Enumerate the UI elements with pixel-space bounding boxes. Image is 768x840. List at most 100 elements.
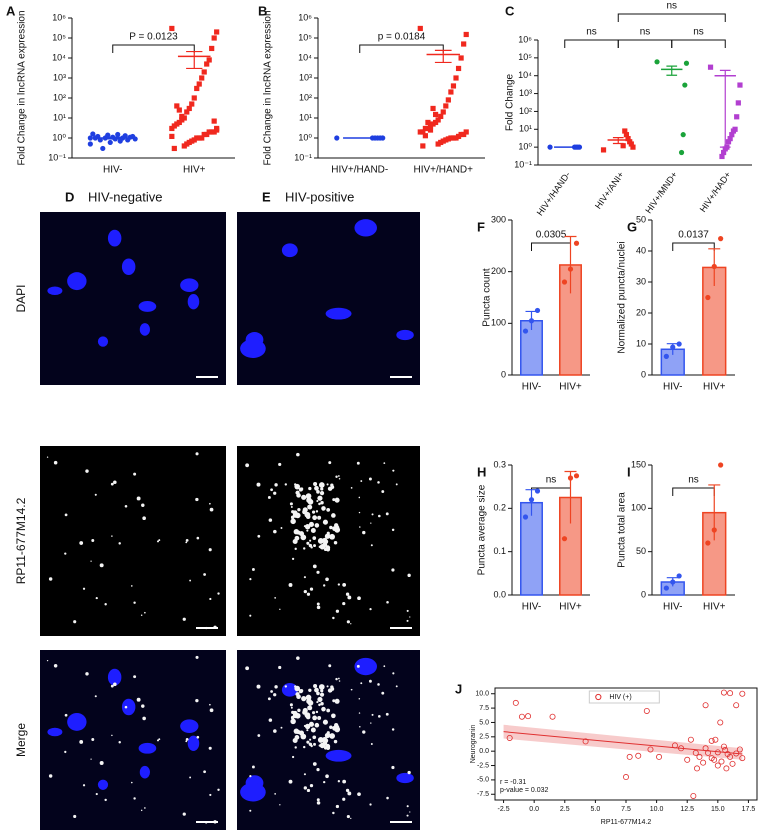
puncta <box>48 774 53 778</box>
puncta <box>335 677 338 681</box>
puncta <box>290 518 296 525</box>
puncta <box>292 538 298 545</box>
puncta <box>395 483 398 486</box>
puncta <box>294 483 297 486</box>
puncta <box>332 526 338 532</box>
y-tick-label: 50 <box>636 546 646 556</box>
y-axis-label: Normalized puncta/nuclei <box>617 241 628 353</box>
data-point <box>727 690 734 697</box>
puncta <box>304 524 311 530</box>
data-point <box>671 742 678 749</box>
data-point <box>643 707 650 714</box>
data-point <box>189 101 195 107</box>
data-point <box>727 136 733 142</box>
puncta <box>319 692 325 697</box>
x-tick-label: 7.5 <box>621 806 631 813</box>
puncta <box>332 811 335 815</box>
data-point <box>422 133 428 139</box>
data-point <box>549 713 556 720</box>
puncta <box>312 762 317 766</box>
puncta <box>189 776 192 779</box>
data-point <box>717 719 724 726</box>
y-tick-label: 10³ <box>519 88 532 98</box>
x-tick-label: HIV- <box>103 165 122 176</box>
puncta <box>313 742 316 746</box>
puncta <box>326 685 329 688</box>
error-bar <box>434 49 452 64</box>
data-point <box>729 760 736 767</box>
data-point <box>209 45 215 52</box>
y-tick-label: -7.5 <box>477 791 489 798</box>
nucleus <box>67 272 87 291</box>
puncta <box>196 735 200 739</box>
y-tick-label: 5.0 <box>479 719 489 726</box>
error-bar <box>719 69 731 148</box>
puncta <box>320 539 323 542</box>
x-tick-label: HIV- <box>663 382 682 393</box>
regression-line <box>503 731 743 755</box>
puncta <box>249 614 252 617</box>
puncta <box>294 685 297 688</box>
data-point <box>711 756 718 763</box>
puncta <box>308 688 312 692</box>
puncta <box>318 684 325 690</box>
y-tick-label: 10.0 <box>475 691 489 698</box>
puncta <box>294 512 301 519</box>
legend-box <box>588 690 660 704</box>
data-point <box>573 473 580 479</box>
nucleus <box>325 307 352 320</box>
y-tick-label: 10⁵ <box>52 32 66 42</box>
data-point <box>169 125 175 132</box>
puncta <box>335 804 340 809</box>
puncta <box>406 619 409 622</box>
puncta <box>300 733 307 740</box>
data-point <box>115 131 121 138</box>
puncta <box>370 742 373 745</box>
data-point <box>676 573 682 579</box>
legend-label: HIV (+) <box>609 694 631 701</box>
puncta <box>358 496 361 499</box>
x-tick-label: HIV+/MND+ <box>643 170 679 215</box>
data-point <box>714 762 721 769</box>
puncta <box>245 463 250 468</box>
data-point <box>684 756 691 763</box>
nucleus <box>67 712 87 731</box>
y-tick-label: 2.5 <box>479 734 489 741</box>
puncta <box>306 497 312 503</box>
puncta <box>406 609 409 612</box>
puncta <box>385 712 389 716</box>
micrograph <box>40 446 226 636</box>
data-point <box>705 294 711 301</box>
data-point <box>204 61 210 67</box>
puncta <box>303 773 306 776</box>
puncta <box>335 609 340 613</box>
puncta <box>317 696 323 703</box>
puncta <box>294 547 297 551</box>
data-point <box>506 734 513 741</box>
puncta <box>317 715 322 720</box>
puncta <box>391 528 395 532</box>
data-point <box>733 750 740 757</box>
y-tick-label: 10⁰ <box>298 132 312 142</box>
y-tick-label: 100 <box>491 318 506 328</box>
puncta <box>314 485 319 491</box>
column-title: HIV-positive <box>285 189 354 204</box>
puncta <box>294 746 297 749</box>
puncta <box>46 659 49 662</box>
puncta <box>290 505 293 508</box>
data-point <box>692 749 699 756</box>
data-point <box>635 752 642 759</box>
puncta <box>317 515 322 520</box>
data-point <box>422 125 428 132</box>
puncta <box>209 708 214 713</box>
data-point <box>567 266 574 272</box>
puncta <box>347 791 352 796</box>
nucleus <box>97 336 109 347</box>
puncta <box>316 605 321 610</box>
puncta <box>297 508 301 512</box>
puncta <box>370 522 372 524</box>
y-tick-label: 0.0 <box>493 589 506 599</box>
puncta <box>300 689 304 693</box>
y-tick-label: -5.0 <box>477 777 489 784</box>
data-point <box>522 514 529 520</box>
